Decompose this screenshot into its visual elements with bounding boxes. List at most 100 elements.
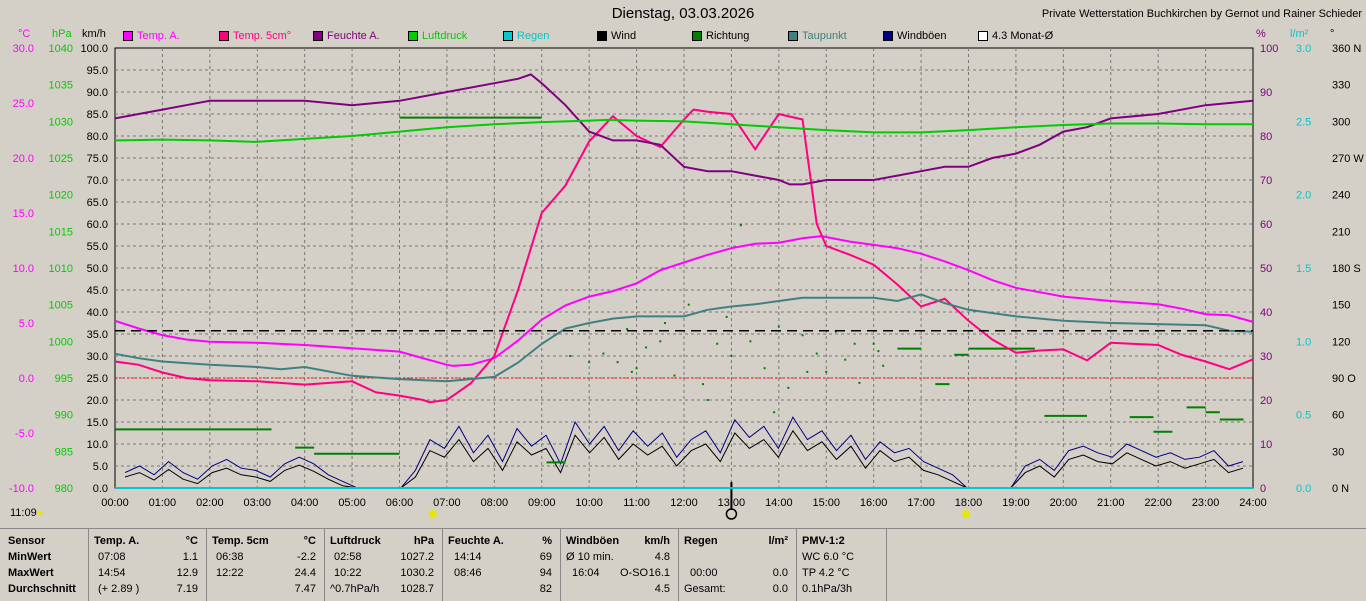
tick-label-direction: 270 W xyxy=(1332,153,1364,165)
time-label: 22:00 xyxy=(1144,497,1172,509)
time-label: 23:00 xyxy=(1192,497,1220,509)
direction-point xyxy=(659,340,662,343)
time-label: 11:00 xyxy=(623,497,650,509)
legend-item: Luftdruck xyxy=(408,30,467,42)
tick-label-pressure: 1000 xyxy=(49,336,73,348)
legend-swatch xyxy=(692,31,702,41)
legend-item: 4.3 Monat-Ø xyxy=(978,30,1053,42)
tick-label-rain: 1.0 xyxy=(1296,336,1311,348)
legend-swatch xyxy=(978,31,988,41)
time-label: 18:00 xyxy=(955,497,983,509)
tick-label-rain: 0.5 xyxy=(1296,410,1311,422)
legend-item: Taupunkt xyxy=(788,30,847,42)
tick-label-wind: 25.0 xyxy=(87,373,108,385)
legend-swatch xyxy=(883,31,893,41)
tick-label-wind: 20.0 xyxy=(87,395,108,407)
time-label: 04:00 xyxy=(291,497,319,509)
tick-label-temp: -5.0 xyxy=(15,428,34,440)
time-label: 24:00 xyxy=(1239,497,1267,509)
direction-point xyxy=(872,342,875,345)
tick-label-wind: 50.0 xyxy=(87,263,108,275)
direction-point xyxy=(602,352,605,355)
time-label: 03:00 xyxy=(243,497,271,509)
time-label: 10:00 xyxy=(575,497,603,509)
tick-label-humidity: 0 xyxy=(1260,483,1266,495)
stats-col-humidity: Feuchte A. % 14:14 69 08:46 94 82 xyxy=(442,529,561,601)
legend-label: Feuchte A. xyxy=(327,30,380,42)
time-label: 08:00 xyxy=(481,497,509,509)
tick-label-pressure: 1020 xyxy=(49,190,73,202)
legend-label: Taupunkt xyxy=(802,30,847,42)
stats-col-sensor: Sensor MinWert MaxWert Durchschnitt xyxy=(0,529,89,601)
direction-point xyxy=(749,340,752,343)
legend-item: Windböen xyxy=(883,30,947,42)
direction-point xyxy=(834,330,837,333)
legend-swatch xyxy=(788,31,798,41)
tick-label-humidity: 20 xyxy=(1260,395,1272,407)
direction-point xyxy=(635,367,638,370)
tick-label-wind: 0.0 xyxy=(93,483,108,495)
tick-label-pressure: 1040 xyxy=(49,43,73,55)
legend-swatch xyxy=(219,31,229,41)
series-line-taupunkt xyxy=(114,293,1254,383)
tick-label-humidity: 100 xyxy=(1260,43,1278,55)
direction-point xyxy=(706,399,709,401)
tick-label-direction: 150 xyxy=(1332,300,1350,312)
time-label: 06:00 xyxy=(386,497,414,509)
direction-point xyxy=(858,381,861,384)
time-label: 15:00 xyxy=(812,497,840,509)
axis-unit-direction: ° xyxy=(1330,28,1334,40)
tick-label-pressure: 985 xyxy=(55,446,73,458)
stats-col-pmv: PMV-1:2 WC 6.0 °C TP 4.2 °C 0.1hPa/3h xyxy=(796,529,887,601)
series-line-wind xyxy=(124,429,1244,489)
series-line-feuchte-a- xyxy=(114,73,1254,186)
tick-label-rain: 2.0 xyxy=(1296,190,1311,202)
tick-label-direction: 240 xyxy=(1332,190,1350,202)
tick-label-wind: 100.0 xyxy=(80,43,108,55)
legend-item: Wind xyxy=(597,30,636,42)
direction-point xyxy=(763,367,766,370)
tick-label-pressure: 1025 xyxy=(49,153,73,165)
axis-unit-temp: °C xyxy=(18,28,30,40)
tick-label-direction: 90 O xyxy=(1332,373,1356,385)
time-label: 21:00 xyxy=(1097,497,1125,509)
tick-label-pressure: 1035 xyxy=(49,80,73,92)
weather-chart: 30.025.020.015.010.05.00.0-5.0-10.010401… xyxy=(9,28,1364,520)
stats-col-temp-a: Temp. A. °C 07:08 1.1 14:54 12.9 (+ 2.89… xyxy=(88,529,207,601)
legend-item: Feuchte A. xyxy=(313,30,380,42)
tick-label-wind: 35.0 xyxy=(87,329,108,341)
tick-label-temp: 20.0 xyxy=(13,153,34,165)
tick-label-direction: 120 xyxy=(1332,336,1350,348)
series-line-temp-5cm- xyxy=(114,108,1254,404)
legend-item: Temp. 5cm° xyxy=(219,30,291,42)
tick-label-wind: 45.0 xyxy=(87,285,108,297)
tick-label-pressure: 1030 xyxy=(49,116,73,128)
legend-item: Temp. A. xyxy=(123,30,180,42)
direction-point xyxy=(773,411,776,414)
direction-point xyxy=(801,334,804,337)
station-credit: Private Wetterstation Buchkirchen by Ger… xyxy=(1041,8,1362,20)
tick-label-pressure: 990 xyxy=(55,410,73,422)
tick-label-temp: 5.0 xyxy=(19,318,34,330)
direction-point xyxy=(569,355,572,357)
direction-point xyxy=(626,328,629,331)
direction-point xyxy=(730,355,733,357)
sunset-marker xyxy=(962,510,971,518)
stats-col-rain: Regen l/m² 00:00 0.0 Gesamt: 0.0 xyxy=(678,529,797,601)
direction-point xyxy=(825,370,828,373)
tick-label-humidity: 30 xyxy=(1260,351,1272,363)
stats-col-gusts: Windböen km/h Ø 10 min. 4.8 16:04 O-SO 1… xyxy=(560,529,679,601)
tick-label-wind: 60.0 xyxy=(87,219,108,231)
legend-label: Regen xyxy=(517,30,550,42)
time-label: 09:00 xyxy=(528,497,556,509)
tick-label-humidity: 50 xyxy=(1260,263,1272,275)
chart-title: Dienstag, 03.03.2026 xyxy=(611,5,755,22)
current-time-circle xyxy=(725,508,738,520)
direction-point xyxy=(739,224,742,227)
tick-label-rain: 1.5 xyxy=(1296,263,1311,275)
direction-point xyxy=(853,342,856,345)
tick-label-humidity: 80 xyxy=(1260,131,1272,143)
tick-label-temp: 0.0 xyxy=(19,373,34,385)
axis-unit-wind: km/h xyxy=(82,28,106,40)
tick-label-pressure: 1015 xyxy=(49,226,73,238)
